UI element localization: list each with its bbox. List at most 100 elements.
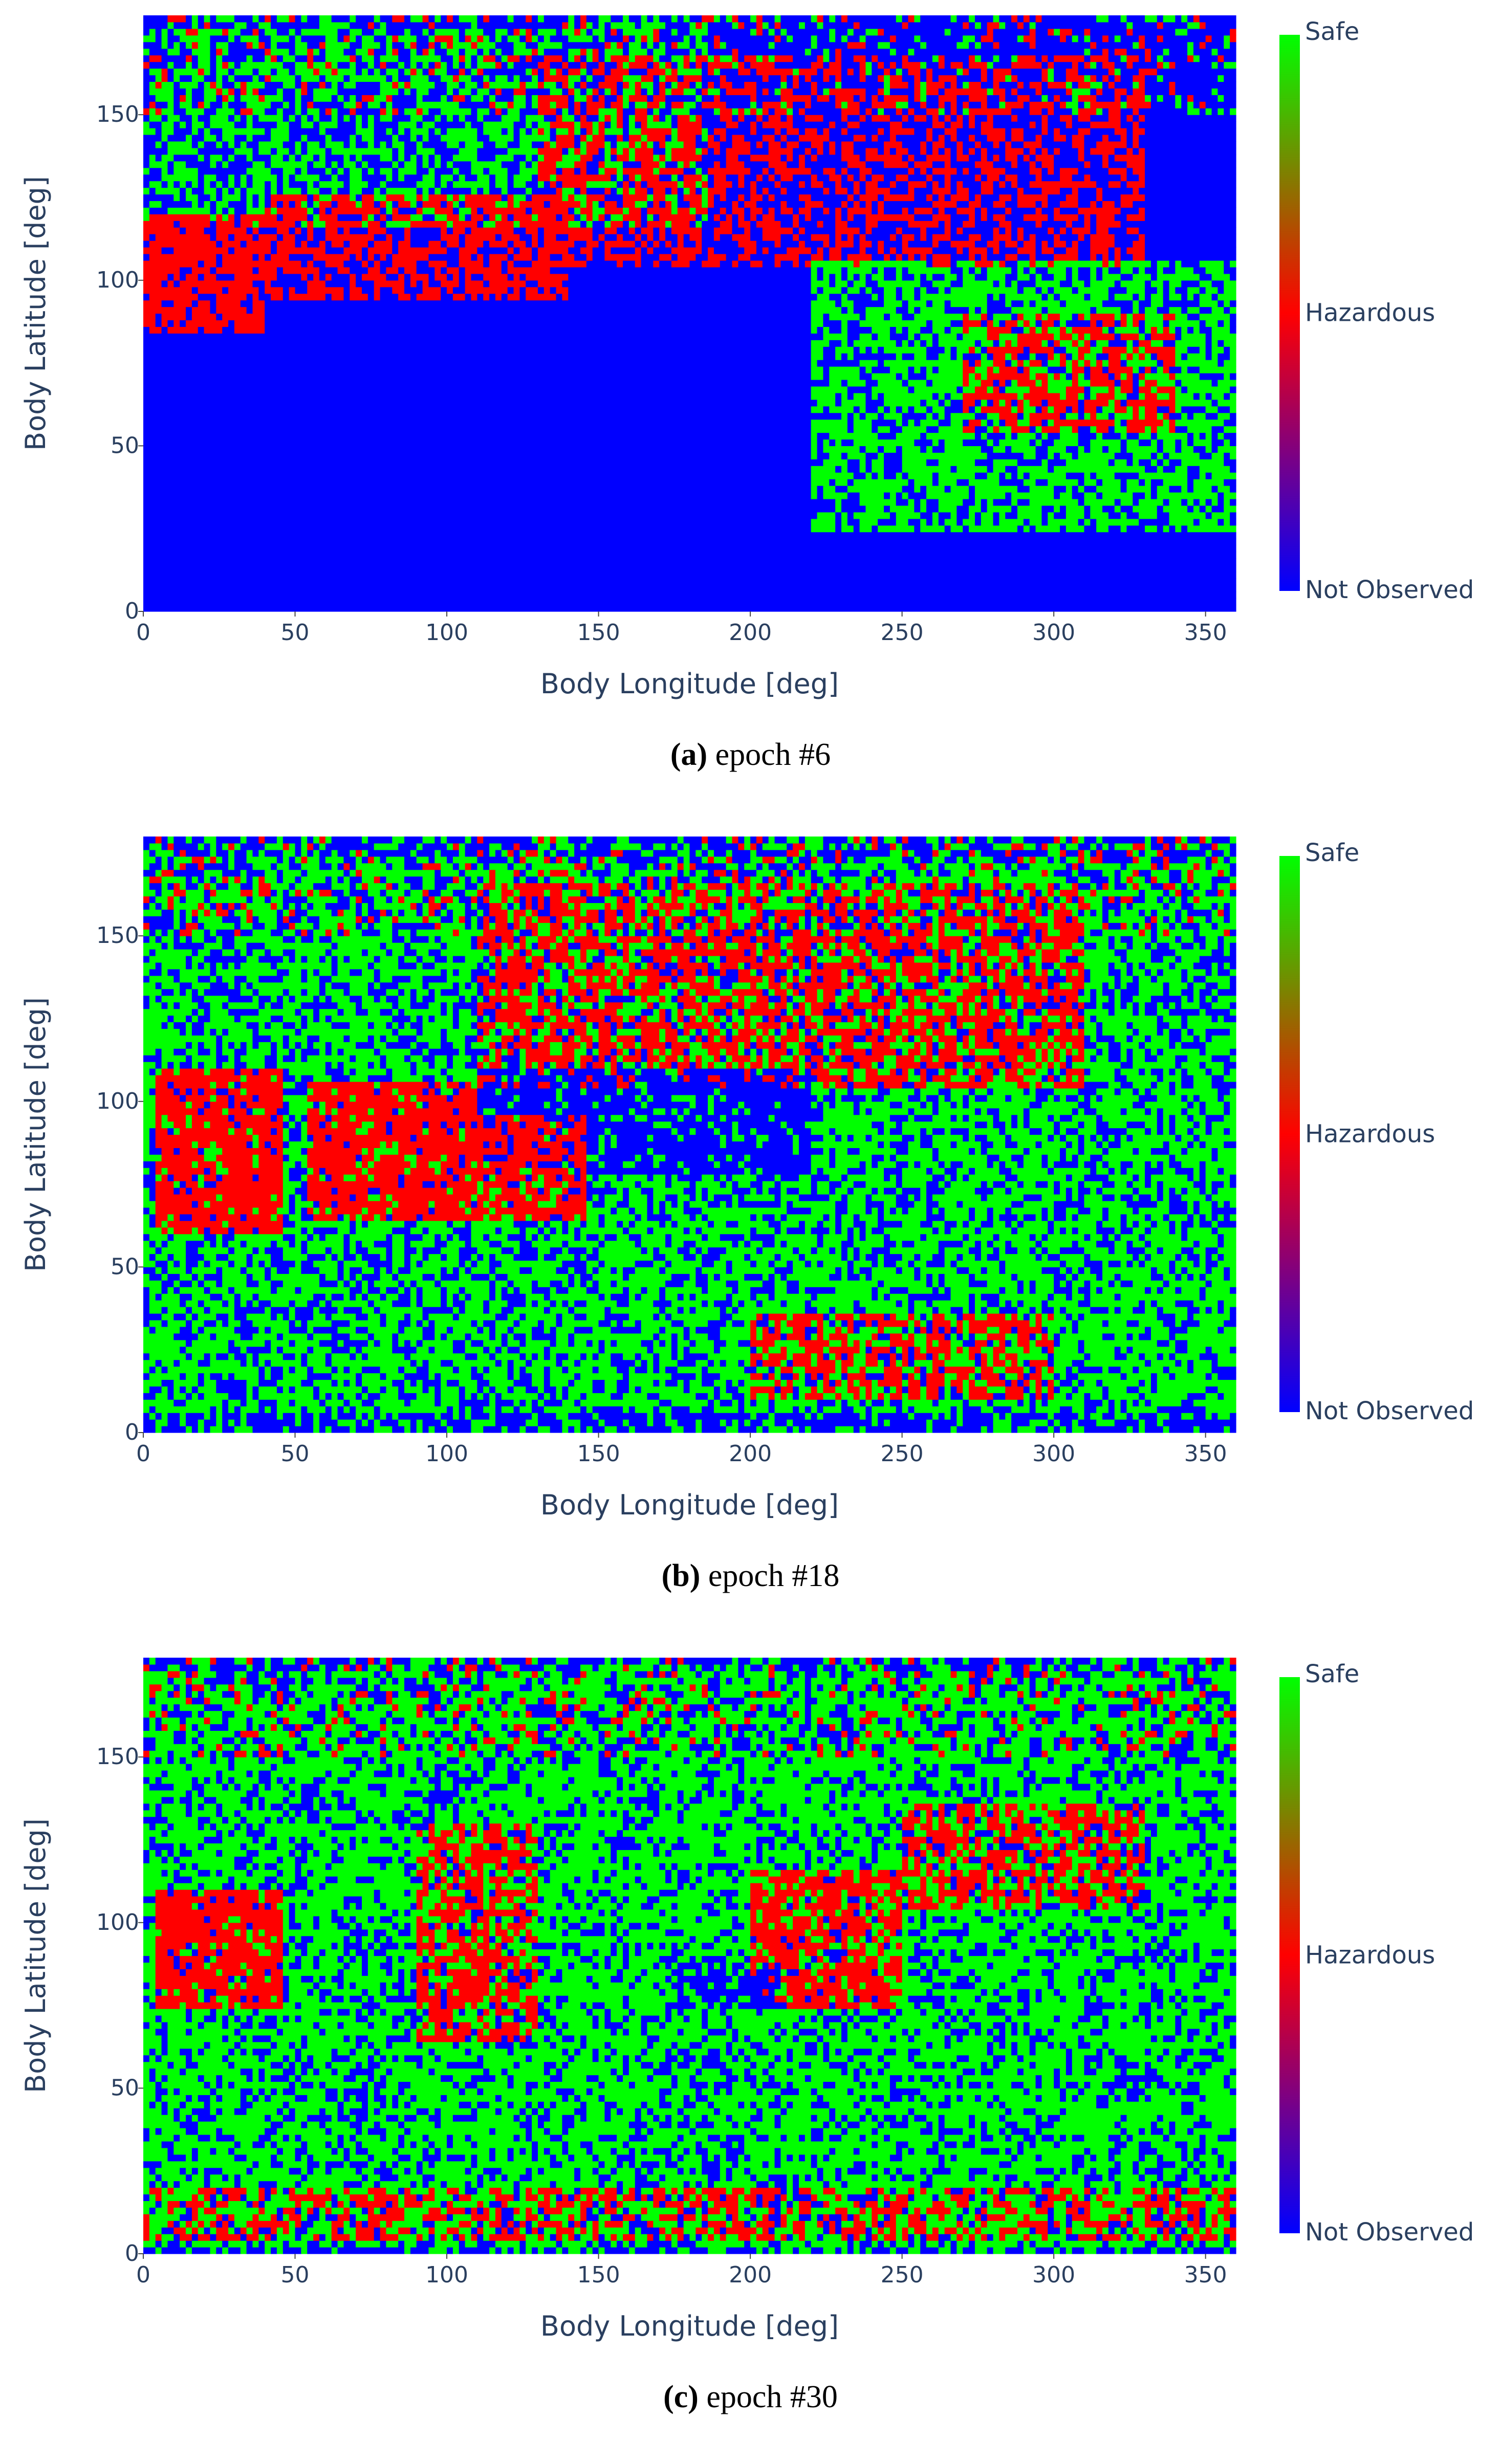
heatmap-cell (950, 161, 975, 168)
heatmap-cell (191, 135, 205, 142)
heatmap-cell (1084, 101, 1091, 108)
heatmap-cell (1169, 525, 1176, 533)
heatmap-cell (307, 15, 320, 23)
heatmap-cell (180, 267, 192, 274)
heatmap-cell (428, 41, 435, 49)
heatmap-cell (258, 88, 277, 95)
heatmap-cell (149, 48, 168, 56)
heatmap-cell (902, 287, 915, 294)
heatmap-cell (756, 187, 763, 195)
heatmap-cell (1199, 373, 1224, 380)
heatmap-cell (459, 15, 477, 23)
heatmap-cell (695, 55, 708, 62)
heatmap-cell (526, 227, 538, 234)
heatmap-cell (896, 287, 903, 294)
heatmap-cell (950, 147, 957, 155)
heatmap-cell (889, 326, 897, 334)
heatmap-cell (695, 135, 702, 142)
heatmap-cell (1114, 81, 1133, 89)
heatmap-cell (774, 88, 781, 95)
heatmap-cell (872, 167, 909, 175)
heatmap-cell (271, 48, 290, 56)
heatmap-cell (483, 48, 490, 56)
heatmap-cell (604, 147, 611, 155)
heatmap-cell (799, 214, 806, 221)
heatmap-cell (969, 108, 1012, 115)
heatmap-cell (926, 141, 933, 148)
heatmap-cell (271, 15, 277, 23)
heatmap-cell (252, 254, 259, 261)
heatmap-cell (1102, 254, 1109, 261)
heatmap-cell (787, 81, 793, 89)
heatmap-cell (811, 386, 848, 393)
heatmap-cell (902, 108, 909, 115)
heatmap-cell (1078, 360, 1085, 367)
heatmap-cell (526, 55, 532, 62)
heatmap-cell (847, 287, 860, 294)
heatmap-cell (1175, 525, 1182, 533)
heatmap-cell (246, 306, 253, 314)
heatmap-cell (981, 55, 994, 62)
heatmap-cell (343, 293, 350, 301)
heatmap-cell (143, 147, 168, 155)
heatmap-cell (483, 121, 514, 128)
heatmap-cell (234, 135, 247, 142)
heatmap-cell (367, 68, 375, 76)
heatmap-cell (635, 21, 642, 29)
heatmap-cell (878, 194, 884, 202)
heatmap-cell (532, 174, 538, 182)
heatmap-cell (1041, 340, 1048, 347)
heatmap-cell (143, 207, 150, 214)
heatmap-cell (659, 115, 666, 122)
heatmap-cell (216, 181, 223, 188)
heatmap-cell (841, 234, 848, 241)
heatmap-cell (774, 181, 781, 188)
heatmap-cell (793, 121, 830, 128)
heatmap-cell (1224, 492, 1236, 499)
heatmap-cell (713, 247, 745, 254)
heatmap-cell (1187, 313, 1200, 321)
heatmap-cell (835, 35, 842, 42)
heatmap-cell (774, 167, 812, 175)
heatmap-cell (950, 320, 963, 327)
heatmap-cell (350, 254, 356, 261)
heatmap-cell (1217, 486, 1230, 493)
heatmap-cell (926, 174, 933, 182)
heatmap-cell (884, 346, 927, 354)
heatmap-cell (841, 379, 848, 387)
heatmap-cell (343, 240, 350, 248)
heatmap-cell (1157, 466, 1164, 473)
heatmap-cell (732, 227, 745, 234)
heatmap-cell (865, 95, 872, 102)
heatmap-cell (981, 234, 994, 241)
heatmap-cell (641, 227, 654, 234)
heatmap-cell (665, 115, 672, 122)
heatmap-cell (1023, 392, 1060, 400)
heatmap-cell (222, 128, 265, 135)
heatmap-cell (459, 48, 466, 56)
heatmap-cell (1181, 486, 1188, 493)
heatmap-cell (695, 88, 702, 95)
heatmap-cell (823, 406, 830, 413)
heatmap-cell (191, 187, 205, 195)
heatmap-cell (1205, 472, 1212, 479)
heatmap-cell (981, 141, 994, 148)
heatmap-cell (969, 326, 988, 334)
heatmap-cell (647, 108, 654, 115)
heatmap-cell (963, 273, 975, 281)
heatmap-cell (981, 446, 994, 453)
heatmap-cell (367, 115, 375, 122)
heatmap-cell (835, 167, 842, 175)
heatmap-cell (981, 154, 988, 162)
heatmap-cell (811, 101, 836, 108)
heatmap-cell (969, 346, 975, 354)
heatmap-cell (265, 41, 271, 49)
heatmap-cell (386, 128, 393, 135)
heatmap-cell (204, 88, 216, 95)
heatmap-cell (319, 187, 332, 195)
heatmap-cell (974, 306, 982, 314)
heatmap-cell (143, 605, 1236, 612)
heatmap-cell (271, 201, 277, 208)
heatmap-cell (362, 201, 375, 208)
heatmap-cell (301, 273, 308, 281)
